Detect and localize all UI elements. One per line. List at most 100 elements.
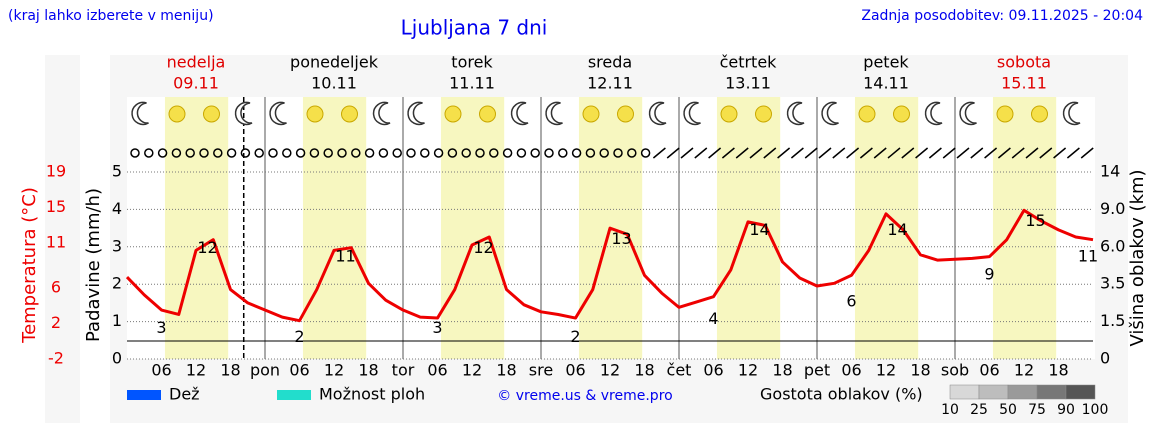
wind-barb <box>721 147 735 159</box>
daylight-band <box>716 97 781 359</box>
wind-barb <box>777 147 791 159</box>
calm-wind <box>627 148 637 158</box>
y2-tick-label: 6.0 <box>1100 236 1125 255</box>
wind-barb <box>735 147 749 159</box>
sun-icon <box>720 105 738 123</box>
wind-barb <box>832 147 846 159</box>
moon-icon <box>269 101 287 126</box>
sun-icon <box>341 105 358 123</box>
x-tick-label: sre <box>529 361 553 380</box>
calm-wind <box>364 148 375 158</box>
calm-wind <box>171 148 182 158</box>
sun-icon <box>168 105 186 123</box>
calm-wind <box>268 148 278 158</box>
moon-icon <box>510 101 529 126</box>
cloud-ramp-box <box>949 384 980 400</box>
calm-wind <box>144 148 154 158</box>
calm-wind <box>599 148 609 158</box>
x-tick-label: pet <box>804 361 830 380</box>
temperature-line <box>125 208 1094 323</box>
x-tick-label: 12 <box>876 361 896 380</box>
sun-icon <box>1031 105 1048 123</box>
x-tick-label: 12 <box>462 361 482 380</box>
daylight-band <box>992 97 1057 359</box>
wind-barb <box>887 147 901 159</box>
y-tick-label: 3 <box>112 236 122 255</box>
y2-tick-label: 0 <box>1100 349 1110 368</box>
moon-icon <box>234 101 253 126</box>
y2-tick-label: 9.0 <box>1100 199 1125 218</box>
calm-wind <box>502 148 513 158</box>
wind-barb <box>680 147 694 159</box>
cloud-legend-title: Gostota oblakov (%) <box>760 385 923 404</box>
x-tick-label: 12 <box>1014 361 1034 380</box>
daylight-band <box>302 97 367 359</box>
temperature-tick-label: 15 <box>46 197 66 216</box>
x-tick-label: 18 <box>910 361 930 380</box>
wind-barb <box>818 147 832 159</box>
legend-label: Možnost ploh <box>319 385 425 404</box>
wind-barb <box>790 147 804 159</box>
wind-barb <box>956 147 970 159</box>
calm-wind <box>157 148 168 158</box>
calm-wind <box>640 148 651 158</box>
calm-wind <box>351 148 361 158</box>
sun-icon <box>893 105 910 123</box>
calm-wind <box>489 148 499 158</box>
calm-wind <box>295 148 306 158</box>
cloud-ramp-box <box>1036 384 1067 400</box>
y-axis-label: Padavine (mm/h) <box>83 188 104 342</box>
day-date: 14.11 <box>863 74 909 93</box>
moon-icon <box>821 101 839 126</box>
y-tick-label: 5 <box>112 162 122 181</box>
x-tick-label: 18 <box>496 361 516 380</box>
y2-tick-label: 3.5 <box>1100 274 1125 293</box>
cloud-ramp-box <box>978 384 1009 400</box>
wind-barb <box>859 147 873 159</box>
extreme-label: 2 <box>570 327 580 346</box>
extreme-label: 9 <box>984 265 994 284</box>
wind-barb <box>846 147 860 159</box>
wind-barb <box>1011 147 1025 159</box>
x-tick-label: pon <box>250 361 280 380</box>
calm-wind <box>530 148 540 158</box>
daylight-band <box>440 97 505 359</box>
day-name: nedelja <box>167 53 226 72</box>
y-tick-label: 2 <box>112 274 122 293</box>
temperature-tick-label: 6 <box>51 277 61 296</box>
calm-wind <box>309 148 320 158</box>
wind-barb <box>708 147 722 159</box>
day-name: ponedeljek <box>290 53 379 72</box>
wind-barb <box>873 147 887 159</box>
x-tick-label: 06 <box>703 361 723 380</box>
sun-icon <box>479 105 496 123</box>
day-date: 11.11 <box>449 74 495 93</box>
extreme-label: 15 <box>1025 211 1045 230</box>
y2-tick-label: 1.5 <box>1100 311 1125 330</box>
calm-wind <box>199 148 209 158</box>
moon-icon <box>372 101 391 126</box>
x-tick-label: 18 <box>358 361 378 380</box>
wind-barb <box>915 147 929 159</box>
y2-axis-label: Višina oblakov (km) <box>1127 169 1148 346</box>
day-name: torek <box>451 53 493 72</box>
day-name: sreda <box>588 53 632 72</box>
cloud-ramp-label: 90 <box>1057 402 1075 418</box>
axis-panel <box>45 55 80 423</box>
x-tick-label: 06 <box>841 361 861 380</box>
wind-barb <box>666 147 680 159</box>
calm-wind <box>213 148 223 158</box>
sun-icon <box>582 105 600 123</box>
x-tick-label: sob <box>941 361 969 380</box>
subtitle: (kraj lahko izberete v meniju) <box>8 8 214 24</box>
cloud-ramp-label: 75 <box>1028 402 1046 418</box>
calm-wind <box>613 148 623 158</box>
cloud-ramp-box <box>1007 384 1038 400</box>
day-name: petek <box>863 53 909 72</box>
calm-wind <box>433 148 444 158</box>
y-tick-label: 4 <box>112 199 122 218</box>
y-tick-label: 1 <box>112 311 122 330</box>
moon-icon <box>648 101 667 126</box>
wind-barb <box>1066 147 1080 159</box>
